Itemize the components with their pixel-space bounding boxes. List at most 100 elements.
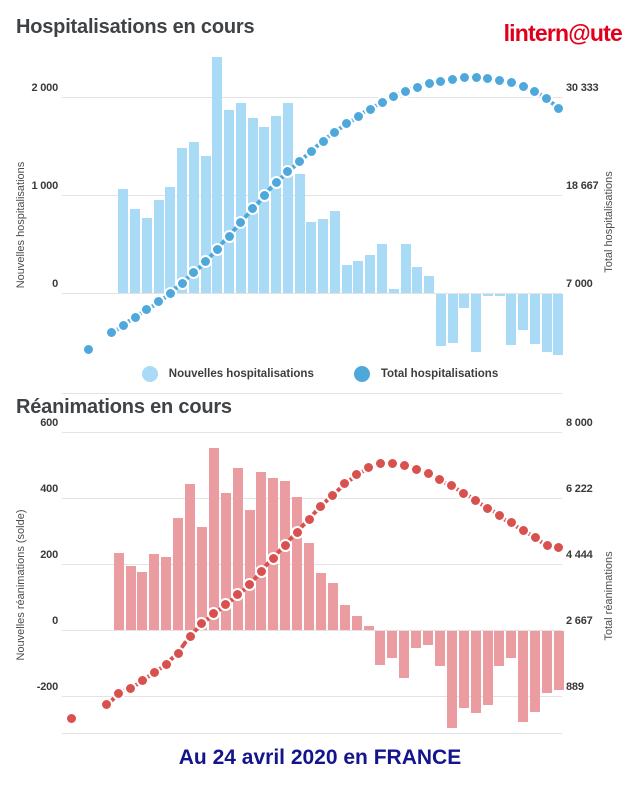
bar xyxy=(125,565,136,630)
line-dot xyxy=(385,457,399,471)
bar xyxy=(318,218,329,293)
right-axis-tick-label: 4 444 xyxy=(566,549,593,561)
line-dot xyxy=(316,134,330,148)
line-dot xyxy=(64,712,78,726)
line-dot xyxy=(375,96,389,110)
bar xyxy=(256,471,267,630)
gridline xyxy=(62,194,562,196)
bar xyxy=(494,631,505,667)
line-dot xyxy=(302,512,316,526)
line-dot xyxy=(492,509,506,523)
line-dot xyxy=(243,577,256,591)
line-dot xyxy=(340,117,354,131)
line-dot xyxy=(234,215,248,229)
line-dot xyxy=(219,598,233,612)
line-dot xyxy=(254,564,268,578)
line-dot xyxy=(457,71,471,85)
bar xyxy=(482,631,493,705)
line-dot xyxy=(140,303,154,317)
line-dot xyxy=(207,607,221,621)
bar xyxy=(208,448,219,630)
line-dot xyxy=(147,666,161,680)
bar xyxy=(327,583,338,630)
bar xyxy=(271,115,282,293)
line-dot xyxy=(421,467,435,481)
chart2-left-axis-title: Nouvelles réanimations (solde) xyxy=(15,509,27,661)
gridline xyxy=(62,629,562,631)
bar xyxy=(541,294,552,352)
line-dot xyxy=(446,72,460,86)
line-dot xyxy=(152,295,166,309)
line-dot xyxy=(457,486,471,500)
line-dot xyxy=(195,617,209,631)
bar xyxy=(282,102,293,293)
bar xyxy=(306,222,317,293)
line-dot xyxy=(328,125,342,139)
line-dot xyxy=(433,473,447,487)
bar xyxy=(244,509,255,630)
bar xyxy=(542,631,552,694)
left-axis-tick-label: 1 000 xyxy=(31,180,58,192)
bar xyxy=(412,266,423,293)
gridline xyxy=(62,695,562,697)
bar xyxy=(294,174,305,293)
line-dot xyxy=(373,457,387,471)
line-dot xyxy=(281,165,295,179)
line-dot xyxy=(314,499,328,513)
bar xyxy=(235,102,246,293)
line-dot xyxy=(350,468,364,482)
line-dot xyxy=(410,80,424,94)
line-dot xyxy=(363,102,377,116)
line-dot xyxy=(481,501,494,515)
gridline xyxy=(62,431,562,433)
line-dot xyxy=(266,551,280,565)
legend-color-dot xyxy=(141,366,158,382)
line-dot xyxy=(159,657,173,671)
bar xyxy=(304,542,314,630)
line-dot xyxy=(175,276,189,290)
hospitalisations-plot: 2 000 30 333 1 000 18 667 0 7 000 xyxy=(31,57,599,394)
left-axis-tick-label: 2 000 xyxy=(31,82,58,94)
line-dot xyxy=(397,458,411,472)
right-axis-tick-label: 18 667 xyxy=(566,180,599,192)
line-dot xyxy=(210,242,224,256)
line-dot xyxy=(231,588,245,602)
bar xyxy=(423,631,433,645)
plot-bottom-line xyxy=(62,393,562,394)
bar xyxy=(399,631,410,678)
bar xyxy=(482,294,493,297)
line-dot xyxy=(124,681,137,695)
chart1-left-axis-title: Nouvelles hospitalisations xyxy=(15,161,27,289)
bar xyxy=(224,109,235,293)
bar xyxy=(470,631,481,714)
chart2-title: Réanimations en cours xyxy=(16,396,232,418)
gridline xyxy=(62,497,562,499)
line-dot xyxy=(445,479,459,493)
bar xyxy=(494,294,505,296)
chart1-title: Hospitalisations en cours xyxy=(16,16,255,38)
line-dot xyxy=(528,84,542,98)
bar xyxy=(388,288,399,293)
bar xyxy=(280,480,291,630)
legend-label: Nouvelles hospitalisations xyxy=(168,368,314,380)
bar xyxy=(118,189,129,293)
legend-item[interactable]: Nouvelles hospitalisations xyxy=(141,366,314,382)
line-dot xyxy=(116,318,130,332)
bar xyxy=(137,572,148,630)
bar xyxy=(173,518,184,630)
bar xyxy=(400,243,411,293)
line-dot xyxy=(493,73,507,87)
line-dot xyxy=(128,310,142,324)
legend-color-dot xyxy=(353,366,370,382)
line-dot xyxy=(304,144,318,158)
bar xyxy=(447,294,458,343)
line-dot xyxy=(540,92,554,106)
line-dot xyxy=(409,462,423,476)
bar xyxy=(113,553,124,630)
bar xyxy=(363,626,374,630)
reanimations-plot: 600 8 000 400 6 222 200 4 444 0 2 667 -200 889 xyxy=(37,417,593,740)
line-dot xyxy=(105,326,119,340)
line-dot xyxy=(504,516,518,530)
legend-item[interactable]: Total hospitalisations xyxy=(353,366,498,382)
bar xyxy=(351,616,362,630)
